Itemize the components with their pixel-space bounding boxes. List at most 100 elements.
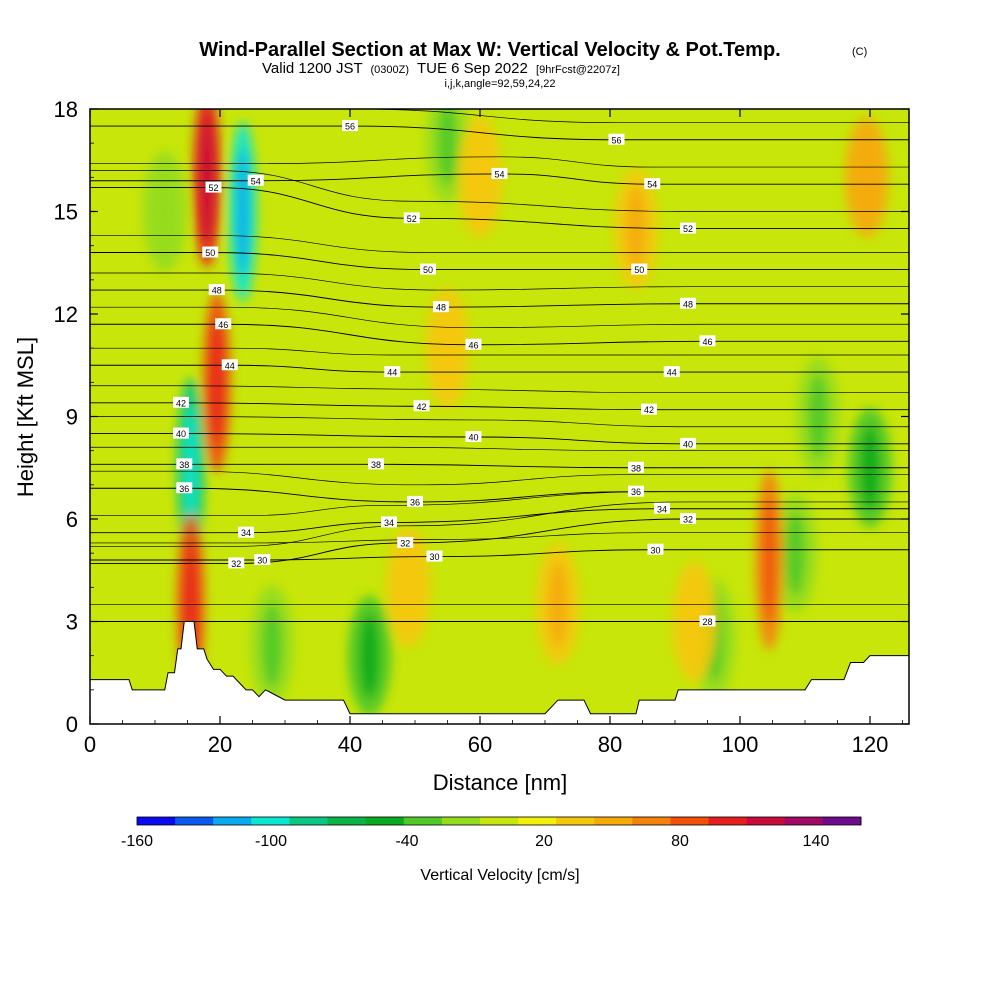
x-tick-label: 120 xyxy=(852,732,889,757)
x-tick-label: 0 xyxy=(84,732,96,757)
y-tick-label: 15 xyxy=(54,200,78,225)
contour-label: 40 xyxy=(683,439,693,449)
theta-contour-minor-56 xyxy=(90,109,909,124)
colorbar-swatch xyxy=(289,817,329,825)
colorbar-swatch xyxy=(670,817,710,825)
contour-label: 30 xyxy=(257,556,267,566)
x-tick-label: 80 xyxy=(598,732,622,757)
colorbar-tick-label: -100 xyxy=(255,833,287,850)
contour-label-bg xyxy=(342,120,358,132)
forecast-info: [9hrFcst@2207z] xyxy=(536,64,620,76)
colorbar-swatch xyxy=(365,817,405,825)
colorbar-swatch xyxy=(556,817,595,825)
colorbar-swatch xyxy=(822,817,862,825)
contour-label-bg xyxy=(173,396,189,408)
contour-label-bg xyxy=(420,263,436,275)
contour-label: 44 xyxy=(387,368,397,378)
core-center-4 xyxy=(262,603,282,688)
colorbar-swatch xyxy=(403,817,443,825)
theta-contours xyxy=(90,109,909,622)
core-center-17 xyxy=(398,545,419,630)
colorbar-tick-label: -40 xyxy=(395,833,418,850)
colorbar xyxy=(136,816,862,826)
contour-label: 30 xyxy=(429,552,439,562)
contour-label-bg xyxy=(654,502,670,514)
valid-date: TUE 6 Sep 2022 xyxy=(417,60,528,77)
x-tick-label: 60 xyxy=(468,732,492,757)
theta-contour-50 xyxy=(90,252,909,271)
contour-label-bg xyxy=(465,338,482,350)
colorbar-title: Vertical Velocity [cm/s] xyxy=(420,867,579,884)
contour-label: 28 xyxy=(702,617,712,627)
core-center-15 xyxy=(626,186,646,271)
copyright-mark: (C) xyxy=(852,46,867,58)
colorbar-tick-label: 80 xyxy=(671,833,689,850)
colorbar-swatch xyxy=(518,817,557,825)
y-tick-label: 9 xyxy=(66,405,78,430)
theta-contour-minor-44 xyxy=(90,347,909,356)
theta-contour-44 xyxy=(90,364,909,373)
grid-indices: i,j,k,angle=92,59,24,22 xyxy=(444,78,555,90)
contour-label-bg xyxy=(647,543,664,555)
contour-label-bg xyxy=(628,485,644,497)
contour-label: 54 xyxy=(251,176,261,186)
theta-contour-minor-32 xyxy=(90,501,909,547)
contour-label: 48 xyxy=(436,303,446,313)
contour-label-bg xyxy=(631,263,648,275)
core-center-8 xyxy=(154,169,175,254)
contour-label: 32 xyxy=(400,538,410,548)
contour-label-bg xyxy=(403,212,420,224)
colorbar-tick-label: -160 xyxy=(121,833,153,850)
colorbar-swatch xyxy=(708,817,748,825)
contour-label-bg xyxy=(368,458,384,470)
theta-contour-minor-46 xyxy=(90,306,909,329)
contour-label-bg xyxy=(699,335,716,347)
theta-contour-56 xyxy=(90,125,909,141)
contour-label-bg xyxy=(238,526,254,538)
theta-contour-52 xyxy=(90,187,909,230)
colorbar-swatch xyxy=(784,817,824,825)
y-tick-label: 12 xyxy=(54,302,78,327)
colorbar-tick-labels: -160 -100 -40 20 80 140 xyxy=(121,833,829,850)
contour-label-bg xyxy=(205,181,222,193)
contour-label: 42 xyxy=(644,405,654,415)
x-tick-label: 20 xyxy=(208,732,232,757)
contour-label-bg xyxy=(247,174,264,186)
contour-label: 34 xyxy=(657,504,667,514)
contour-label: 46 xyxy=(218,320,228,330)
colorbar-swatch xyxy=(746,817,786,825)
contour-label-bg xyxy=(680,513,696,524)
colorbar-swatch xyxy=(175,817,214,825)
contour-label-bg xyxy=(384,366,401,378)
y-tick-label: 18 xyxy=(54,97,78,122)
contour-label-bg xyxy=(608,133,625,145)
contour-label: 34 xyxy=(384,518,394,528)
contour-label-bg xyxy=(381,516,397,528)
contour-label: 32 xyxy=(683,515,693,525)
contour-label-bg xyxy=(254,554,271,565)
contour-label: 40 xyxy=(468,433,478,443)
contour-label: 52 xyxy=(683,224,693,234)
contour-label: 40 xyxy=(176,429,186,439)
theta-contour-minor-54 xyxy=(90,156,909,168)
terrain-mask xyxy=(90,621,909,724)
theta-contour-labels: 28 30 30 30 32 32 32 34 34 34 36 36 36 38 38 38 40 40 40 42… xyxy=(173,120,716,627)
contour-label-bg xyxy=(228,557,245,569)
contour-label: 32 xyxy=(231,559,241,569)
contour-label: 46 xyxy=(468,340,478,350)
contour-label-bg xyxy=(407,495,423,507)
theta-contour-minor-50 xyxy=(90,235,909,253)
contour-label: 54 xyxy=(647,180,657,190)
contour-label: 36 xyxy=(631,487,641,497)
chart-title: Wind-Parallel Section at Max W: Vertical… xyxy=(199,39,780,61)
core-center-14 xyxy=(856,135,877,220)
contour-label: 50 xyxy=(423,265,433,275)
contour-label-bg xyxy=(628,461,644,473)
theta-contour-minor-48 xyxy=(90,272,909,291)
valid-time-line: Valid 1200 JST (0300Z) TUE 6 Sep 2022 [9… xyxy=(262,60,620,77)
contour-label: 48 xyxy=(683,299,693,309)
contour-label: 42 xyxy=(416,402,426,412)
colorbar-swatch xyxy=(441,817,481,825)
